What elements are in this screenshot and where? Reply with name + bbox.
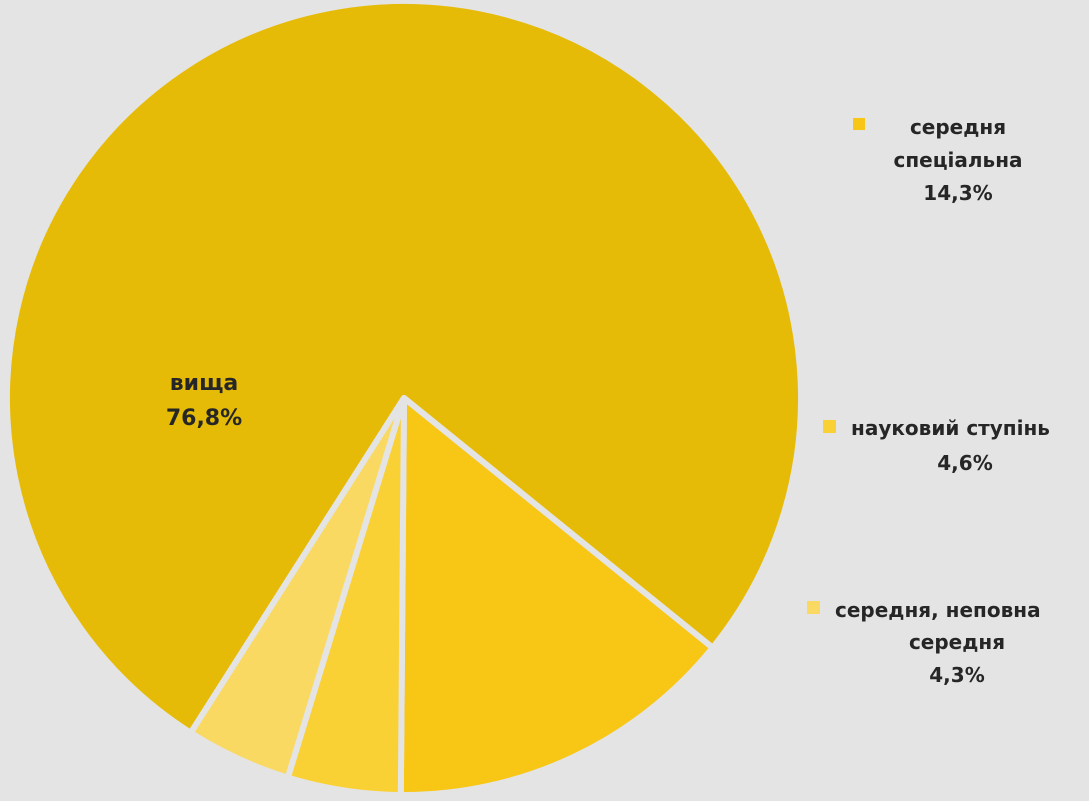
slice-vyshcha: [4, 0, 804, 736]
slice-value-label: 14,3%: [923, 181, 992, 205]
slice-label-serednia-spetsialna: середня спеціальна 14,3%: [853, 115, 1023, 205]
slice-category-label: науковий ступінь: [851, 416, 1050, 440]
legend-swatch: [853, 118, 865, 130]
slice-value-label: 4,6%: [937, 451, 992, 475]
legend-swatch: [823, 420, 836, 433]
slice-category-label: вища: [170, 371, 239, 396]
slice-category-label-line1: середня: [910, 115, 1006, 139]
slice-serednia-nepovna: [187, 395, 407, 781]
slice-value-label: 76,8%: [166, 406, 242, 431]
slice-category-label-line2: середня: [909, 630, 1005, 654]
slice-category-label-line2: спеціальна: [893, 148, 1022, 172]
slice-label-serednia-nepovna: середня, неповна середня 4,3%: [807, 598, 1041, 687]
slice-label-naukovyi-stupin: науковий ступінь 4,6%: [823, 416, 1050, 475]
legend-swatch: [807, 601, 820, 614]
slice-label-vyshcha: вища 76,8%: [166, 371, 242, 431]
slice-category-label-line1: середня, неповна: [835, 598, 1041, 622]
slice-serednia-spetsialna: [397, 395, 716, 798]
pie-slices: [4, 0, 804, 798]
slice-value-label: 4,3%: [929, 663, 984, 687]
